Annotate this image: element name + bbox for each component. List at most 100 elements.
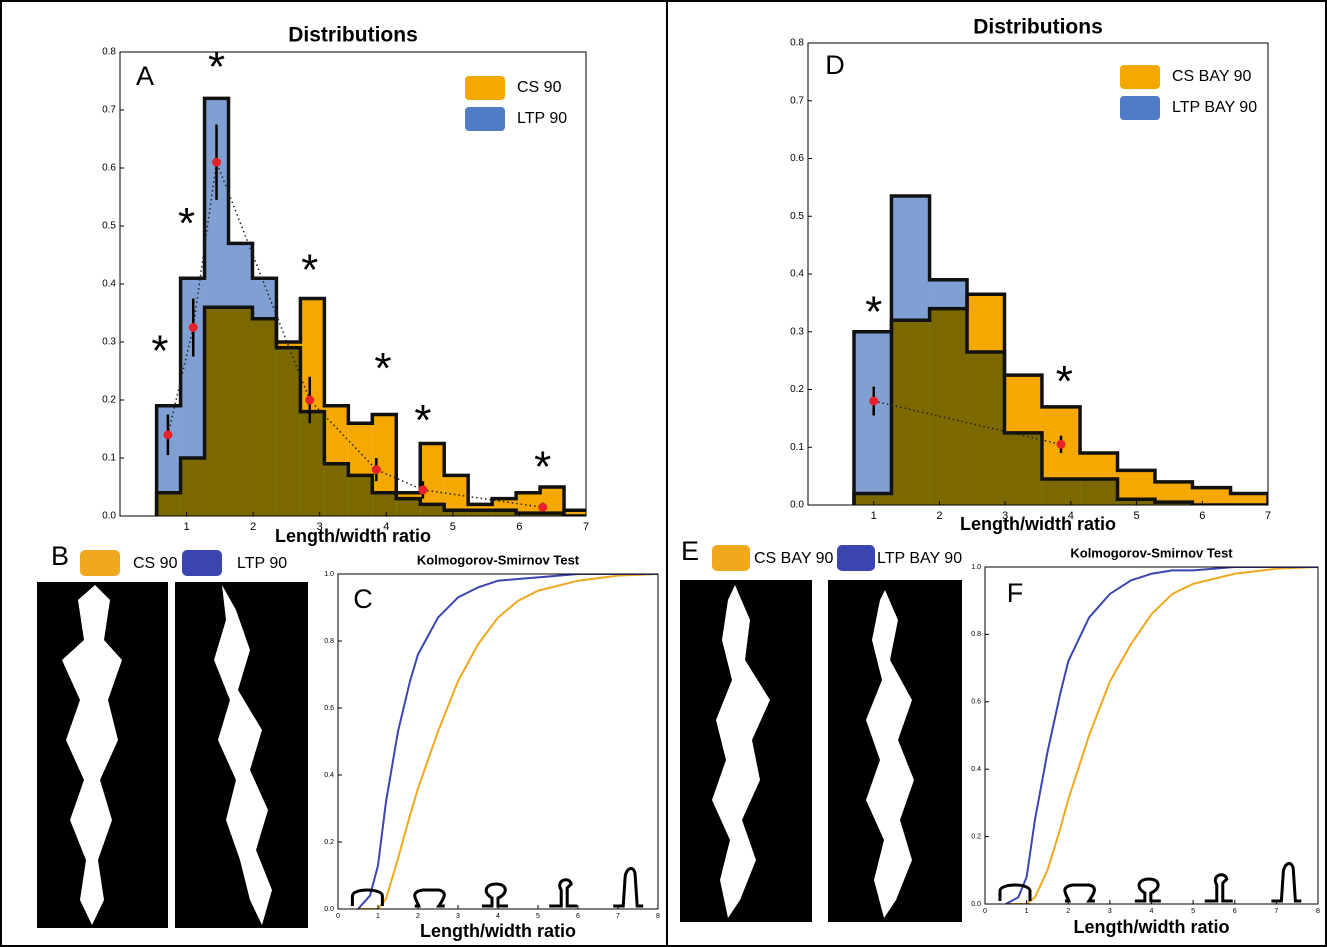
- chart-title: Distributions: [973, 16, 1103, 39]
- y-tick-label: 0.3: [790, 326, 804, 337]
- x-tick-label: 0: [983, 908, 987, 915]
- y-tick-label: 0.3: [102, 337, 116, 348]
- dendrite: [62, 585, 122, 925]
- y-tick-label: 0.4: [102, 279, 116, 290]
- y-tick-label: 0.2: [102, 395, 116, 406]
- y-tick-label: 1.0: [971, 564, 981, 571]
- x-tick-label: 6: [576, 913, 580, 920]
- x-axis-label: Length/width ratio: [275, 526, 431, 546]
- dendrite: [712, 585, 770, 918]
- spine-shape-icon: [549, 878, 578, 908]
- x-axis-label: Length/width ratio: [960, 514, 1116, 534]
- histogram-bar: [1154, 481, 1193, 505]
- significance-marker: *: [374, 344, 391, 393]
- legend-label: LTP BAY 90: [877, 550, 962, 567]
- significance-marker: *: [1056, 357, 1073, 406]
- y-tick-label: 0.4: [790, 269, 804, 280]
- significance-marker: *: [301, 245, 318, 294]
- legend-label: CS BAY 90: [754, 550, 834, 567]
- x-tick-label: 3: [1002, 510, 1008, 522]
- x-tick-label: 3: [317, 521, 323, 533]
- histogram-outline: [852, 194, 1268, 505]
- legend-swatch: [1120, 96, 1160, 120]
- axes-frame: [807, 42, 1269, 506]
- legend-label: LTP 90: [237, 555, 287, 572]
- mean-point: [212, 157, 222, 167]
- histogram-bar: [324, 463, 349, 516]
- x-tick-label: 6: [1233, 908, 1237, 915]
- mean-point: [418, 485, 428, 495]
- x-tick-label: 4: [383, 521, 389, 533]
- x-tick-label: 8: [656, 913, 660, 920]
- x-tick-label: 6: [516, 521, 522, 533]
- x-tick-label: 6: [1199, 510, 1205, 522]
- mean-point: [188, 323, 198, 332]
- x-axis-label: Length/width ratio: [420, 921, 576, 941]
- x-tick-label: 2: [936, 510, 942, 522]
- y-tick-label: 0.2: [790, 384, 804, 395]
- y-tick-label: 0.6: [790, 153, 804, 164]
- chart-title: Distributions: [288, 24, 418, 47]
- histogram-bar: [967, 351, 1005, 505]
- legend-swatch: [80, 550, 120, 576]
- x-tick-label: 1: [376, 913, 380, 920]
- significance-marker: *: [178, 199, 195, 248]
- y-tick-label: 0.8: [324, 638, 334, 645]
- significance-marker: *: [151, 327, 168, 376]
- cdf-line: [357, 574, 658, 909]
- x-tick-label: 7: [583, 521, 589, 533]
- histogram-outline: [154, 96, 586, 516]
- histogram-bar: [252, 278, 277, 516]
- histogram-bar: [929, 279, 968, 505]
- legend-swatch: [465, 107, 505, 131]
- spine-shape-icon: [413, 888, 446, 908]
- dendrite: [866, 590, 914, 918]
- x-tick-label: 1: [1025, 908, 1029, 915]
- x-tick-label: 1: [871, 510, 877, 522]
- micrograph-e: [680, 580, 962, 922]
- x-tick-label: 4: [1150, 908, 1154, 915]
- x-tick-label: 5: [450, 521, 456, 533]
- spine-shape-icon: [350, 888, 384, 906]
- mean-point: [305, 395, 315, 405]
- panel-letter: F: [1007, 578, 1024, 608]
- panel-letter: A: [136, 61, 154, 91]
- y-tick-label: 0.2: [971, 833, 981, 840]
- x-tick-label: 2: [250, 521, 256, 533]
- legend-swatch: [1120, 65, 1160, 89]
- y-tick-label: 0.4: [324, 772, 334, 779]
- legend-label: CS BAY 90: [1172, 68, 1252, 85]
- chart-panel: 0.0 0.2 0.4 0.6 0.8 1.0 0 1 2 3 4 5 6 7 8 Kolmogorov-Sm…: [324, 552, 660, 940]
- histogram-bar: [444, 475, 469, 516]
- y-tick-label: 0.6: [971, 699, 981, 706]
- histogram-bar: [228, 243, 253, 516]
- histogram-bar: [420, 504, 445, 516]
- chart-panel: 0.0 0.1 0.2 0.3 0.4 0.5 0.6 0.7 0.8 1 2 3 4 5 6 7 * * * * * *…: [102, 24, 589, 546]
- y-tick-label: 0.7: [790, 95, 804, 106]
- x-tick-label: 2: [1066, 908, 1070, 915]
- histogram-bar: [1004, 432, 1042, 505]
- histogram-outline: [154, 296, 586, 516]
- x-tick-label: 8: [1316, 908, 1320, 915]
- spine-shape-icon: [1204, 873, 1233, 903]
- chart-title: Kolmogorov-Smirnov Test: [417, 552, 580, 567]
- y-tick-label: 0.8: [102, 47, 116, 58]
- mean-point: [869, 396, 879, 406]
- y-tick-label: 0.0: [790, 500, 804, 511]
- x-tick-label: 2: [416, 913, 420, 920]
- spine-shape-icon: [1134, 877, 1161, 903]
- histogram-bar: [1230, 493, 1268, 505]
- legend-swatch: [465, 76, 505, 100]
- panel-letter: B: [51, 541, 69, 571]
- legend-swatch: [182, 550, 222, 576]
- histogram-bar: [891, 196, 930, 505]
- spine-shape-icon: [1271, 862, 1302, 903]
- y-tick-label: 0.0: [324, 906, 334, 913]
- chart-panel: 0.0 0.2 0.4 0.6 0.8 1.0 0 1 2 3 4 5 6 7 8 Kolmogorov-Sm…: [971, 545, 1320, 936]
- histogram-bar: [468, 510, 493, 516]
- y-tick-label: 0.5: [102, 221, 116, 232]
- x-tick-label: 7: [1265, 510, 1271, 522]
- histogram-bar: [516, 492, 541, 516]
- mean-point: [163, 430, 173, 440]
